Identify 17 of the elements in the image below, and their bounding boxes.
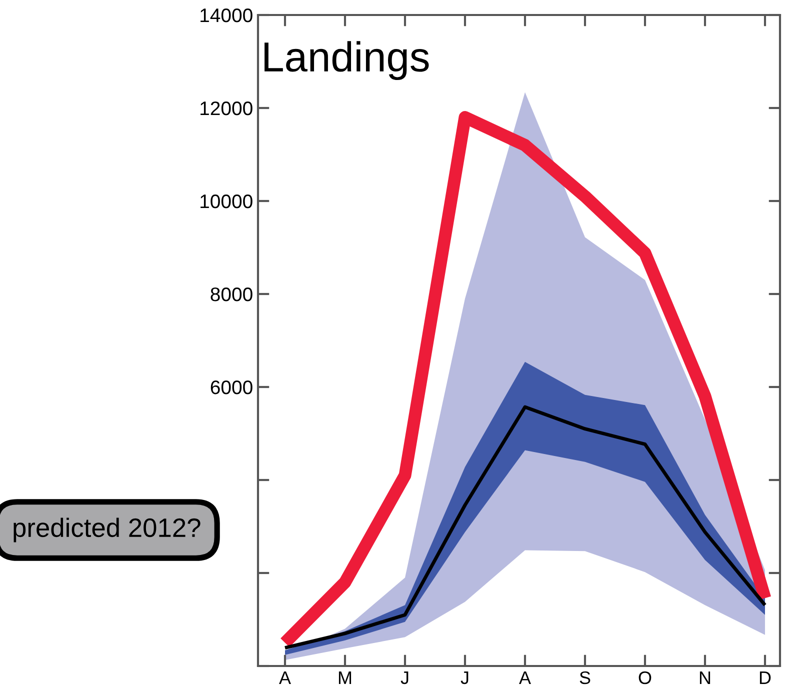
line-series [283,405,767,650]
y-tick-label: 12000 [200,101,252,116]
x-tick-label: A [519,672,531,684]
text: predicted 2012? [14,518,200,542]
x-tick-label: S [580,671,590,684]
x-tick-label: O [638,671,652,684]
x-tick-label: J [460,672,468,684]
y-tick-label: 14000 [200,8,252,22]
x-tick-label: J [400,672,408,684]
x-tick-label: A [279,672,291,684]
y-tick-label: 6000 [210,380,252,394]
x-tick-label: D [760,672,771,684]
x-tick-label: M [338,672,352,684]
x-tick-label: N [700,672,710,684]
y-tick-label: 8000 [210,287,252,302]
text: Landings [264,41,429,80]
y-tick-label: 10000 [200,194,252,208]
